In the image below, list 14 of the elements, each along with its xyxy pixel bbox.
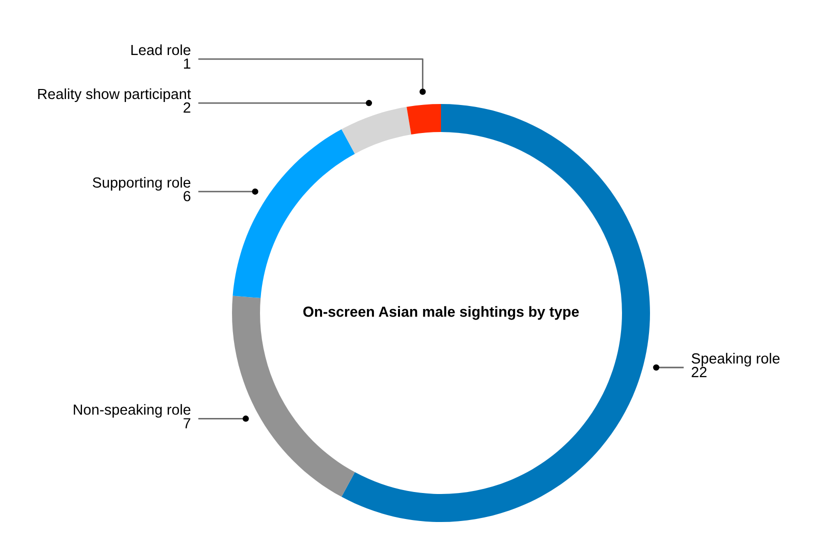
data-label: 6 — [184, 190, 190, 202]
donut-slice — [406, 104, 441, 134]
slice-label: Lead role — [131, 44, 190, 56]
data-label: 2 — [184, 102, 190, 113]
slice-label: Supporting role — [92, 176, 190, 191]
data-label: 7 — [184, 418, 190, 428]
donut-slice — [342, 106, 412, 154]
text: On-screen Asian male sightings by type — [303, 306, 579, 320]
donut-slice — [232, 129, 355, 298]
slice-label: Reality show participant — [38, 88, 191, 102]
slice-label: Non-speaking role — [74, 404, 190, 418]
data-label: 1 — [184, 58, 190, 69]
slice-label: Speaking role — [692, 352, 780, 366]
data-label: 22 — [692, 366, 706, 378]
